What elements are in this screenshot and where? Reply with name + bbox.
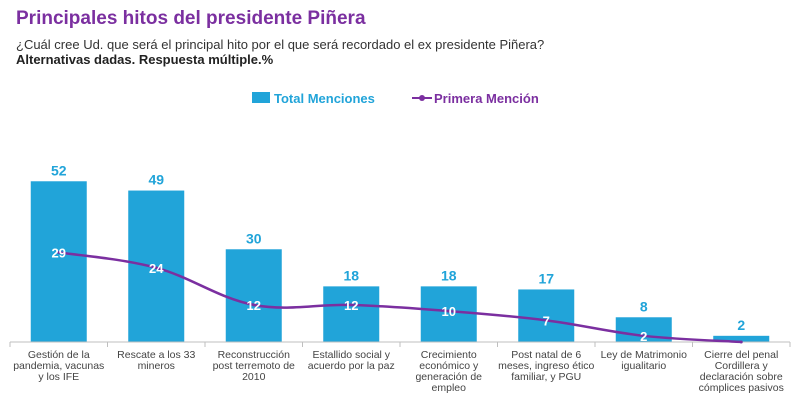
legend-bar-swatch (252, 92, 270, 103)
category-label-line: Rescate a los 33 (117, 349, 195, 361)
line-value-label: 12 (247, 298, 261, 313)
category-label-line: meses, ingreso ético (498, 360, 594, 372)
bar-value-label: 52 (51, 162, 67, 178)
line-point (57, 250, 61, 254)
line-point (544, 318, 548, 322)
category-label: Estallido social y acuerdo por la paz (308, 349, 395, 372)
category-label-line: Cierre del penal (704, 349, 778, 361)
category-label: Cierre del penal Cordillera y declaración … (699, 349, 784, 394)
line-value-label: 2 (640, 329, 647, 344)
category-label-line: pandemia, vacunas (13, 360, 104, 372)
category-label-line: Post natal de 6 (511, 349, 581, 361)
category-label: Gestión de la pandemia, vacunas y los IFE (13, 349, 104, 383)
bar (518, 289, 575, 342)
chart-title: Principales hitos del presidente Piñera (16, 8, 366, 29)
category-labels: Gestión de la pandemia, vacunas y los IFE R… (13, 349, 784, 394)
bar (30, 181, 87, 342)
line-value-label: 12 (344, 298, 358, 313)
category-label-line: Crecimiento (421, 349, 477, 361)
bar-value-label: 2 (737, 317, 745, 333)
data-labels: 52 49 30 18 18 17 8 2 29 24 12 12 10 7 2 (51, 162, 745, 344)
legend-line-marker (419, 95, 425, 101)
category-label-line: generación de (415, 371, 482, 383)
chart-subtitle-bold: Alternativas dadas. Respuesta múltiple.% (16, 52, 274, 67)
line-point (154, 266, 158, 270)
bar-value-label: 17 (538, 270, 554, 286)
line-value-label: 24 (149, 261, 164, 276)
category-label: Rescate a los 33 mineros (117, 349, 195, 372)
line-point (447, 309, 451, 313)
line-point (252, 303, 256, 307)
category-label-line: 2010 (242, 371, 266, 383)
category-label-line: Estallido social y (312, 349, 390, 361)
category-label-line: cómplices pasivos (699, 382, 784, 394)
primera-mencion-line (58, 251, 742, 344)
category-label-line: Reconstrucción (218, 349, 291, 361)
category-label-line: post terremoto de (213, 360, 295, 372)
line-value-label: 7 (543, 313, 550, 328)
category-label: Reconstrucción post terremoto de 2010 (213, 349, 295, 383)
bar (128, 190, 185, 342)
legend-label-total: Total Menciones (274, 91, 375, 106)
bar-value-label: 30 (246, 230, 262, 246)
bar-value-label: 8 (640, 298, 648, 314)
category-label-line: igualitario (621, 360, 666, 372)
line-point (349, 303, 353, 307)
category-label-line: económico y (419, 360, 479, 372)
category-label-line: acuerdo por la paz (308, 360, 395, 372)
line-series (57, 250, 743, 344)
bar (713, 335, 770, 342)
bar-series (30, 181, 770, 342)
category-label: Ley de Matrimonio igualitario (601, 349, 688, 372)
line-value-label: 29 (52, 245, 66, 260)
category-label-line: Cordillera y (715, 360, 769, 372)
category-label: Crecimiento económico y generación de emple… (415, 349, 482, 394)
bar-value-label: 18 (441, 267, 457, 283)
bar-value-label: 18 (343, 267, 359, 283)
line-point (739, 340, 743, 344)
bar (323, 286, 380, 342)
category-label-line: familiar, y PGU (511, 371, 581, 383)
category-label: Post natal de 6 meses, ingreso ético famil… (498, 349, 594, 383)
legend-label-primera: Primera Mención (434, 91, 539, 106)
line-point (642, 334, 646, 338)
category-label-line: mineros (138, 360, 175, 372)
category-label-line: declaración sobre (700, 371, 783, 383)
chart-subtitle: ¿Cuál cree Ud. que será el principal hit… (16, 37, 545, 52)
bar (420, 286, 477, 342)
category-label-line: Gestión de la (28, 349, 90, 361)
bar (225, 249, 282, 342)
line-value-label: 10 (442, 304, 456, 319)
bar-value-label: 49 (148, 172, 164, 188)
x-axis-ticks (9, 342, 791, 347)
legend: Total Menciones Primera Mención (252, 91, 539, 106)
category-label-line: y los IFE (38, 371, 79, 383)
category-label-line: Ley de Matrimonio (601, 349, 688, 361)
category-label-line: empleo (432, 382, 467, 394)
